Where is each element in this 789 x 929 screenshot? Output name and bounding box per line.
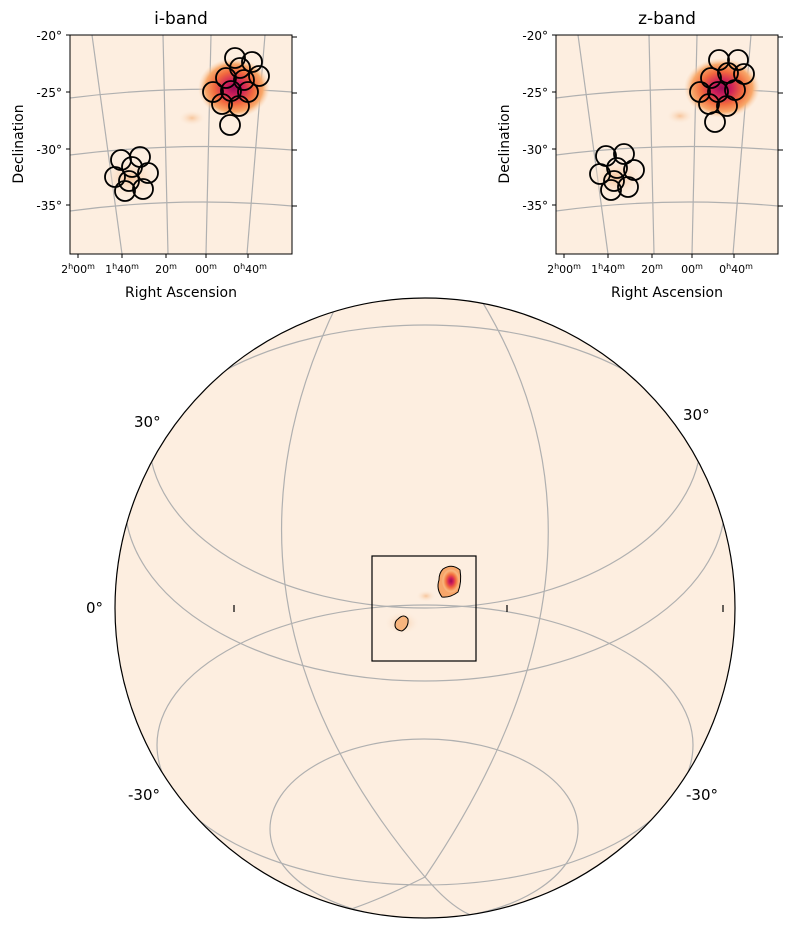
dec-tick-label: -20° [522, 29, 548, 43]
ra-tick-label: 00m [681, 262, 703, 276]
ra-tick-label: 0h40m [233, 262, 267, 276]
panel-title: i-band [154, 9, 208, 29]
dec-tick-label: -25° [36, 86, 62, 100]
probability-hotspot [198, 58, 270, 118]
zoom-region-box [371, 555, 477, 662]
dec-tick-label: -25° [522, 86, 548, 100]
globe-map: 30° 0° -30° 30° -30° [86, 297, 736, 919]
dec-ticks-right [292, 36, 297, 207]
ra-tick-label: 2h00m [61, 262, 95, 276]
lat-label: -30° [128, 786, 160, 804]
x-axis-label: Right Ascension [611, 285, 723, 301]
probability-hotspot [684, 58, 760, 118]
panel-title: z-band [638, 9, 696, 29]
graticule [70, 35, 292, 254]
x-axis-label: Right Ascension [125, 285, 237, 301]
probability-faint [666, 108, 694, 124]
dec-ticks-right [778, 36, 783, 207]
probability-contour [394, 615, 409, 632]
dec-tick-label: -30° [36, 143, 62, 157]
panel-z-band: z-band [497, 9, 783, 301]
ra-tick-label: 0h40m [719, 262, 753, 276]
y-axis-label: Declination [497, 104, 513, 183]
ra-ticks [77, 254, 249, 258]
lat-label: 0° [86, 599, 103, 617]
dec-ticks-left [66, 34, 70, 206]
ra-tick-label: 00m [195, 262, 217, 276]
equator-ticks [233, 605, 724, 612]
probability-faint [416, 590, 436, 602]
probability-hotspot [442, 569, 460, 593]
dec-tick-label: -20° [36, 29, 62, 43]
y-axis-label: Declination [11, 104, 27, 183]
dec-ticks-left [552, 34, 556, 206]
globe-outline [114, 297, 736, 919]
dec-tick-label: -35° [522, 199, 548, 213]
probability-faint [178, 110, 206, 126]
lat-label: -30° [686, 786, 718, 804]
dec-tick-label: -35° [36, 199, 62, 213]
ra-tick-label: 1h40m [591, 262, 625, 276]
lat-label: 30° [134, 413, 161, 431]
ra-tick-label: 20m [641, 262, 663, 276]
ra-tick-label: 2h00m [547, 262, 581, 276]
pointing-circles [104, 47, 270, 202]
lat-label: 30° [683, 406, 710, 424]
ra-ticks [563, 254, 735, 258]
ra-tick-label: 20m [155, 262, 177, 276]
panel-i-band: i-band [11, 9, 297, 301]
ra-tick-label: 1h40m [105, 262, 139, 276]
pointing-circles [589, 49, 755, 201]
dec-tick-label: -30° [522, 143, 548, 157]
